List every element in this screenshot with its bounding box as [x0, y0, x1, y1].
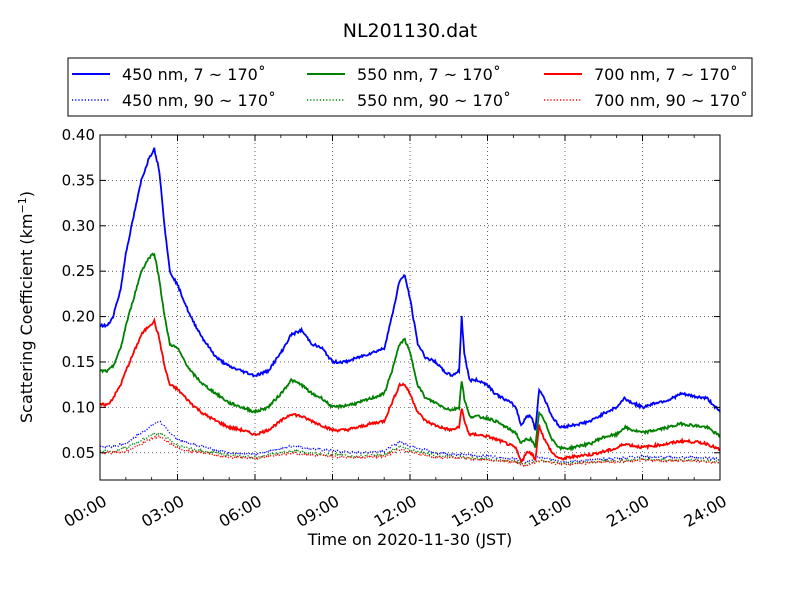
legend-label-1: 550 nm, 7 ~ 170˚	[357, 65, 501, 84]
y-tick-label: 0.30	[62, 217, 95, 235]
legend: 450 nm, 7 ~ 170˚ 550 nm, 7 ~ 170˚ 700 nm, …	[67, 57, 753, 117]
x-tick-label: 24:00	[681, 491, 730, 531]
x-tick-label: 00:00	[61, 491, 110, 531]
legend-box	[67, 57, 753, 117]
y-axis-label-close: )	[17, 191, 36, 197]
legend-label-4: 550 nm, 90 ~ 170˚	[357, 91, 511, 110]
x-tick-label: 06:00	[216, 491, 265, 531]
y-axis-label: Scattering Coefficient (km−1)	[16, 191, 37, 423]
axis-ticks	[99, 134, 721, 480]
chart-title: NL201130.dat	[343, 20, 478, 42]
x-tick-label: 09:00	[293, 491, 342, 531]
series-line-5	[99, 434, 721, 468]
series-line-4	[99, 431, 721, 466]
y-tick-label: 0.20	[62, 308, 95, 326]
y-tick-labels: 0.05 0.10 0.15 0.20 0.25 0.30 0.35 0.40	[62, 126, 95, 462]
y-tick-label: 0.05	[62, 444, 95, 462]
x-axis-label: Time on 2020-11-30 (JST)	[307, 530, 512, 549]
x-tick-label: 15:00	[448, 491, 497, 531]
x-tick-labels: 00:00 03:00 06:00 09:00 12:00 15:00 18:00 21:00…	[61, 491, 730, 531]
legend-label-5: 700 nm, 90 ~ 170˚	[594, 91, 748, 110]
series-line-1	[99, 252, 721, 452]
x-tick-label: 03:00	[138, 491, 187, 531]
x-tick-label: 12:00	[371, 491, 420, 531]
y-tick-label: 0.40	[62, 126, 95, 144]
y-tick-label: 0.10	[62, 398, 95, 416]
legend-label-0: 450 nm, 7 ~ 170˚	[122, 65, 266, 84]
y-tick-label: 0.15	[62, 353, 95, 371]
series-line-3	[99, 420, 721, 464]
y-tick-label: 0.35	[62, 171, 95, 189]
y-axis-label-main: Scattering Coefficient (km	[17, 213, 36, 423]
x-tick-label: 21:00	[603, 491, 652, 531]
x-tick-label: 18:00	[526, 491, 575, 531]
legend-label-3: 450 nm, 90 ~ 170˚	[122, 91, 276, 110]
y-axis-label-exponent: −1	[16, 197, 29, 213]
series-line-2	[99, 316, 721, 464]
series-lines	[99, 147, 721, 468]
series-line-0	[99, 147, 721, 431]
legend-label-2: 700 nm, 7 ~ 170˚	[594, 65, 738, 84]
y-tick-label: 0.25	[62, 262, 95, 280]
